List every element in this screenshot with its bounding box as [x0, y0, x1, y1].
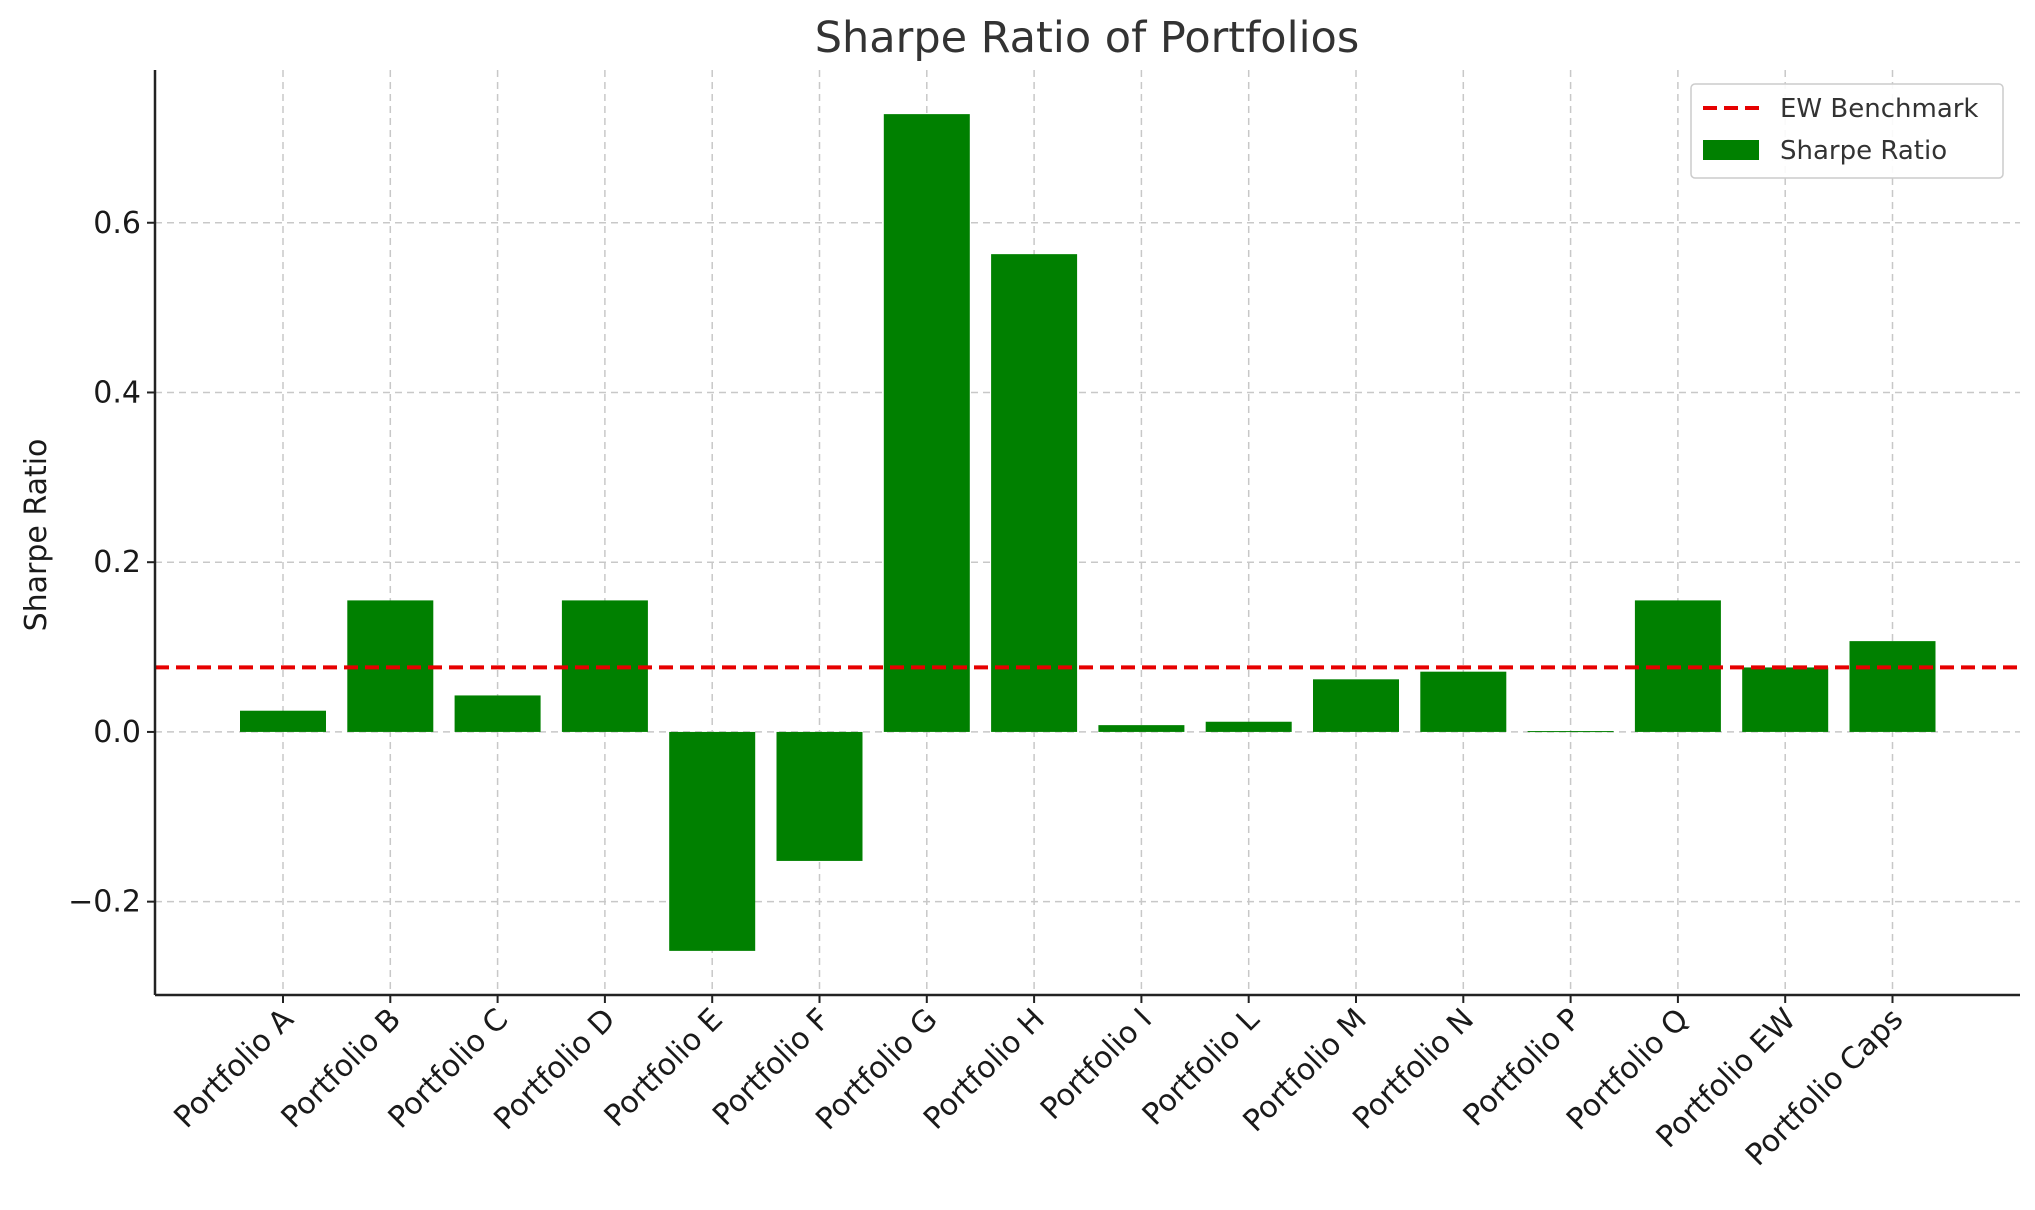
y-tick-label-1: 0.0: [93, 715, 141, 750]
bar-portfolio-i: [1098, 725, 1185, 732]
bar-portfolio-e: [669, 731, 756, 951]
legend-bar-swatch: [1703, 140, 1759, 160]
chart-title: Sharpe Ratio of Portfolios: [815, 13, 1359, 63]
bar-portfolio-m: [1313, 679, 1399, 732]
bar-portfolio-n: [1420, 671, 1507, 732]
bar-portfolio-c: [454, 695, 541, 732]
legend-bar-label: Sharpe Ratio: [1780, 136, 1947, 166]
bar-portfolio-a: [240, 710, 326, 732]
bar-portfolio-h: [991, 254, 1078, 732]
legend: EW Benchmark Sharpe Ratio: [1690, 83, 2004, 179]
bar-portfolio-p: [1527, 731, 1614, 733]
y-axis-label: Sharpe Ratio: [19, 439, 54, 632]
legend-box: [1690, 83, 2004, 179]
y-tick-label-0: −0.2: [68, 885, 141, 920]
bar-portfolio-f: [776, 731, 863, 861]
axes: [153, 70, 2020, 997]
grid: [155, 70, 2020, 995]
bar-portfolio-ew: [1742, 667, 1829, 732]
y-ticks: −0.2 0.0 0.2 0.4 0.6: [68, 206, 155, 920]
y-tick-label-4: 0.6: [93, 206, 141, 241]
legend-benchmark-label: EW Benchmark: [1780, 94, 1979, 124]
y-tick-label-3: 0.4: [93, 375, 141, 410]
bar-portfolio-caps: [1849, 641, 1936, 732]
bar-portfolio-g: [883, 114, 970, 732]
bar-portfolio-l: [1205, 721, 1292, 732]
y-tick-label-2: 0.2: [93, 545, 141, 580]
